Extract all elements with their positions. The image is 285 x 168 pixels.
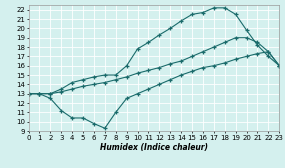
X-axis label: Humidex (Indice chaleur): Humidex (Indice chaleur) (100, 143, 208, 152)
